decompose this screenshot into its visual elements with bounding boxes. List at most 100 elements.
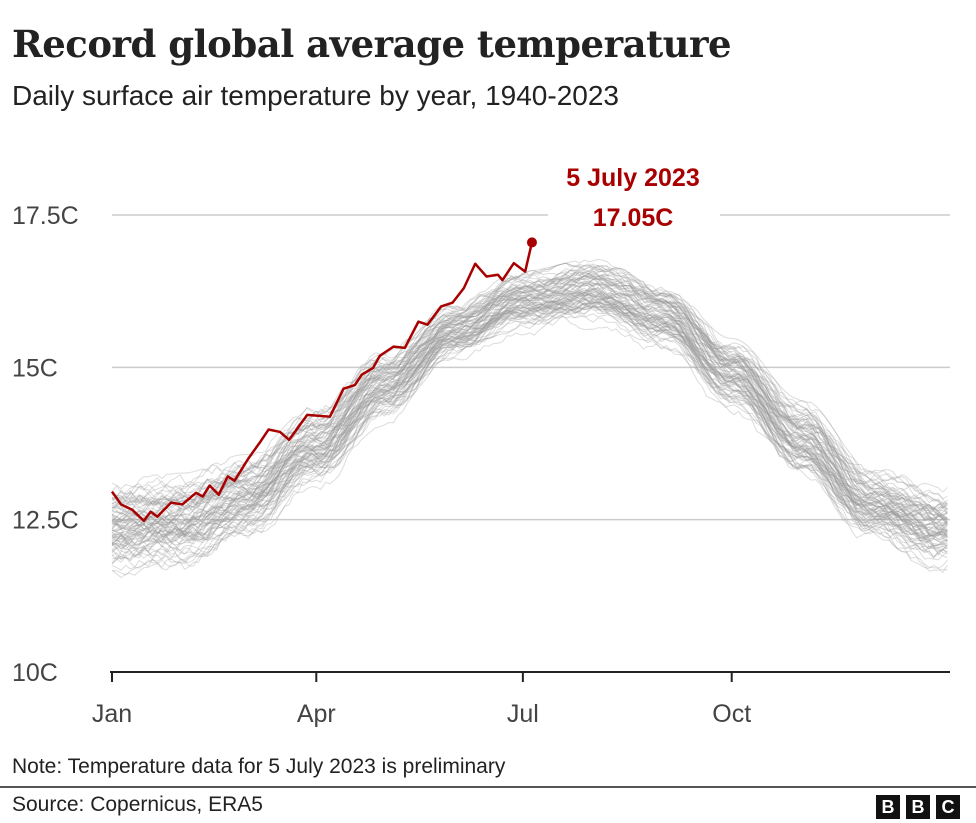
year-line [111,267,948,520]
year-line [111,288,948,529]
year-line [111,286,948,529]
year-line [111,290,948,541]
year-line [111,274,948,512]
year-line [111,298,948,561]
x-tick-label: Oct [712,700,751,728]
year-line [111,313,948,565]
record-point [526,237,537,248]
year-line [111,272,948,519]
year-line [111,271,948,523]
year-line [111,265,948,511]
year-line [111,283,948,528]
year-line [111,295,948,537]
year-line [111,283,948,529]
year-line [111,273,948,522]
year-line [111,276,948,532]
year-line [111,297,948,550]
year-line [111,297,948,558]
year-line [111,262,948,506]
source: Source: Copernicus, ERA5 [12,793,263,816]
x-tick-label: Jul [507,700,539,728]
year-line [111,278,948,512]
year-line [111,301,948,554]
y-tick-label: 17.5C [12,202,79,230]
year-line [111,288,948,546]
year-line [111,280,948,527]
year-line [111,265,948,519]
year-line [111,288,948,543]
year-line [111,300,948,550]
year-line [111,270,948,517]
year-line [111,269,948,521]
year-line [111,291,948,537]
year-line [111,292,948,536]
divider [0,786,976,788]
year-line [111,289,948,544]
year-line [111,289,948,544]
year-line [111,280,948,525]
year-line [111,292,948,548]
year-line [111,301,948,564]
year-line [111,289,948,535]
year-line [111,274,948,526]
year-line [111,263,948,515]
year-line [111,298,948,551]
year-line [111,298,948,558]
year-line [112,296,948,552]
year-line [111,262,948,502]
year-line [111,274,948,521]
year-line [111,268,948,508]
year-line [111,265,948,510]
temperature-chart: 5 July 2023 17.05C 10C 12.5C 15C 17.5C Jan Ap… [12,164,950,728]
year-line [111,301,948,569]
year-line [111,300,948,552]
year-line [111,272,948,517]
year-line [111,315,948,579]
year-line [111,306,948,561]
year-line [111,294,948,545]
year-line [111,275,948,525]
year-line [111,298,948,551]
year-line [111,282,948,523]
year-line [111,282,948,535]
y-tick-label: 10C [12,659,58,687]
y-tick-label: 12.5C [12,507,79,535]
year-line [111,291,948,550]
year-line [111,276,948,527]
line-2023 [110,242,534,523]
chart-title: Record global average temperature [12,22,732,66]
year-line [111,293,948,541]
year-line [111,264,948,525]
year-line [111,297,948,549]
year-line [111,290,948,527]
year-line [111,302,948,555]
year-line [111,269,948,513]
year-line [111,282,948,537]
year-line [111,309,948,574]
year-line [111,276,948,527]
chart-subtitle: Daily surface air temperature by year, 1… [12,80,619,111]
year-line [111,297,948,543]
year-line [111,291,948,552]
year-line [111,277,948,525]
year-line [111,293,948,539]
footnote: Note: Temperature data for 5 July 2023 i… [12,755,506,778]
year-line [111,306,948,569]
annotation-background [548,195,720,235]
year-line [111,274,948,523]
year-line [111,272,948,523]
year-line [111,290,948,542]
year-line [111,296,948,546]
annotation-value: 17.05C [593,204,674,232]
year-line [111,306,948,572]
x-tick-label: Jan [92,700,132,728]
year-line [111,292,948,536]
x-tick-label: Apr [297,700,336,728]
year-line [111,301,948,547]
year-line [111,302,948,576]
year-line [111,286,948,540]
year-line [111,305,948,554]
year-line [111,262,948,505]
annotation-date: 5 July 2023 [566,164,699,192]
